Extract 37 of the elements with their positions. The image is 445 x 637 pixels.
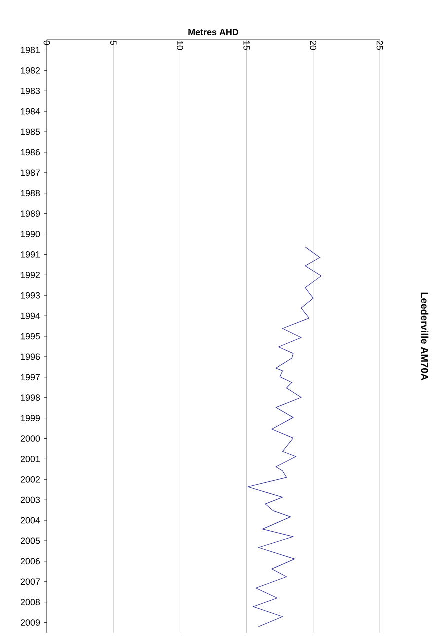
y-tick-label: 1982 <box>21 67 40 74</box>
y-tick-label: 1995 <box>21 333 40 340</box>
y-tick-label: 1999 <box>21 415 40 422</box>
y-tick-label: 1984 <box>21 108 40 115</box>
y-tick-label: 2000 <box>20 436 40 442</box>
y-tick-label: 1983 <box>21 88 40 94</box>
y-tick-label: 1997 <box>21 374 40 381</box>
y-tick-label: 1985 <box>21 128 40 136</box>
y-tick-label: 1989 <box>21 210 40 217</box>
y-tick-label: 1986 <box>21 149 40 156</box>
y-axis-title: Metres AHD <box>188 29 239 36</box>
y-tick-label: 2005 <box>20 538 40 544</box>
y-tick-label: 1987 <box>21 170 40 176</box>
y-tick-label: 2001 <box>20 456 40 462</box>
y-tick-label: 2008 <box>20 599 40 606</box>
y-tick-label: 2003 <box>20 496 40 504</box>
y-tick-label: 1996 <box>21 354 40 360</box>
y-tick-label: 1993 <box>21 292 40 299</box>
x-tick-label: 15 <box>244 41 250 50</box>
y-tick-label: 1990 <box>21 231 40 238</box>
x-tick-label: 10 <box>177 41 184 50</box>
y-tick-label: 2009 <box>20 620 40 626</box>
y-tick-label: 1998 <box>21 394 40 402</box>
y-tick-label: 1992 <box>21 272 40 278</box>
y-tick-label: 2006 <box>20 558 40 565</box>
y-tick-label: 2007 <box>20 578 40 586</box>
y-tick-label: 1988 <box>21 190 40 197</box>
y-tick-label: 2002 <box>20 476 40 483</box>
x-tick-label: 5 <box>110 40 117 46</box>
x-tick-label: 0 <box>44 40 50 46</box>
x-tick-label: 25 <box>376 40 384 50</box>
y-tick-label: 2004 <box>20 517 40 524</box>
x-tick-label: 20 <box>310 40 317 50</box>
text: Leederville AM70A <box>421 292 429 381</box>
y-tick-label: 1981 <box>21 47 40 54</box>
y-tick-label: 1994 <box>21 312 40 320</box>
y-tick-label: 1991 <box>21 252 40 258</box>
